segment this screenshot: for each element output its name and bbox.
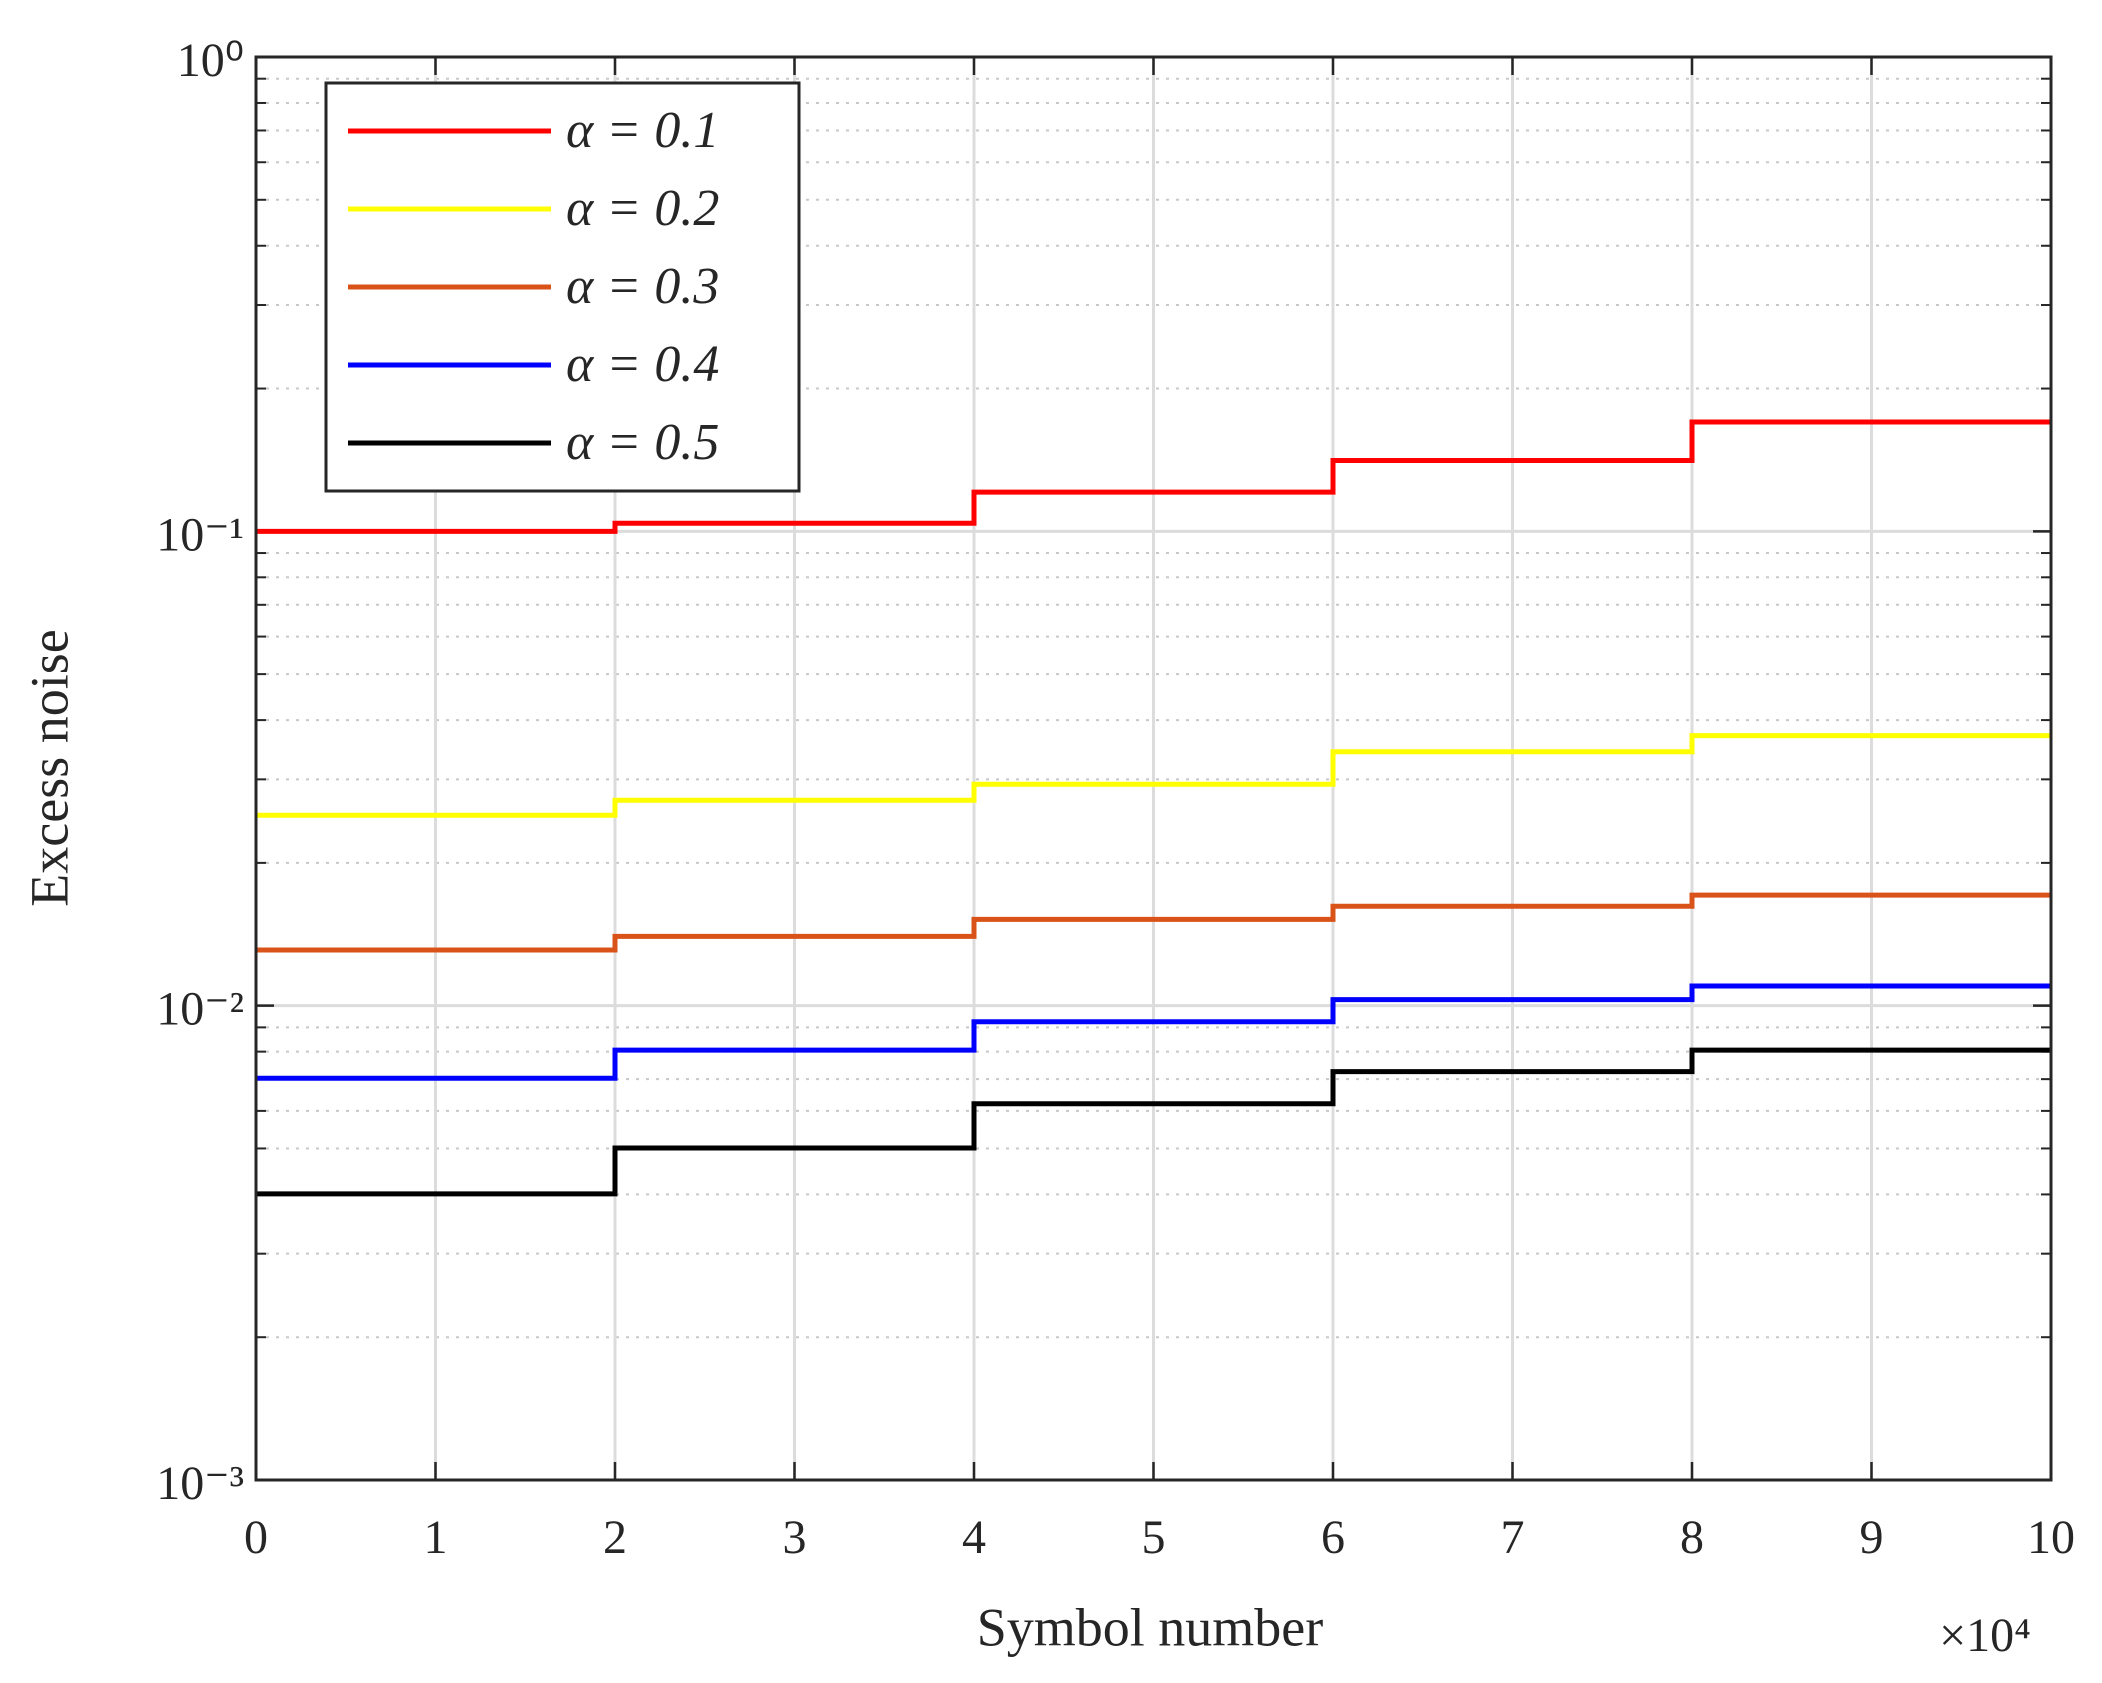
series-line bbox=[256, 892, 2051, 953]
x-tick-label: 0 bbox=[244, 1511, 268, 1564]
legend-label: α = 0.1 bbox=[566, 102, 719, 159]
legend-label: α = 0.5 bbox=[566, 414, 719, 471]
x-tick-label: 6 bbox=[1321, 1511, 1345, 1564]
x-tick-label: 8 bbox=[1680, 1511, 1704, 1564]
y-tick-label: 10⁰ bbox=[177, 34, 244, 87]
x-tick-label: 3 bbox=[783, 1511, 807, 1564]
y-axis-label: Excess noise bbox=[19, 629, 79, 906]
legend-label: α = 0.2 bbox=[566, 180, 719, 237]
x-tick-label: 10 bbox=[2027, 1511, 2075, 1564]
series-line bbox=[256, 1047, 2051, 1197]
x-tick-label: 7 bbox=[1501, 1511, 1525, 1564]
x-tick-label: 4 bbox=[962, 1511, 986, 1564]
x-tick-label: 2 bbox=[603, 1511, 627, 1564]
plot-frame bbox=[254, 55, 2053, 1482]
x-multiplier: ×10⁴ bbox=[1939, 1609, 2031, 1662]
series-line bbox=[256, 419, 2051, 534]
legend-label: α = 0.4 bbox=[566, 336, 719, 393]
series-line bbox=[256, 733, 2051, 818]
y-tick-label: 10⁻¹ bbox=[156, 508, 244, 561]
x-axis-label: Symbol number bbox=[977, 1597, 1324, 1657]
x-tick-label: 9 bbox=[1860, 1511, 1884, 1564]
series-line bbox=[256, 983, 2051, 1081]
legend-label: α = 0.3 bbox=[566, 258, 719, 315]
y-tick-label: 10⁻³ bbox=[156, 1457, 244, 1510]
x-tick-label: 5 bbox=[1142, 1511, 1166, 1564]
x-tick-label: 1 bbox=[424, 1511, 448, 1564]
y-tick-label: 10⁻² bbox=[156, 983, 244, 1036]
